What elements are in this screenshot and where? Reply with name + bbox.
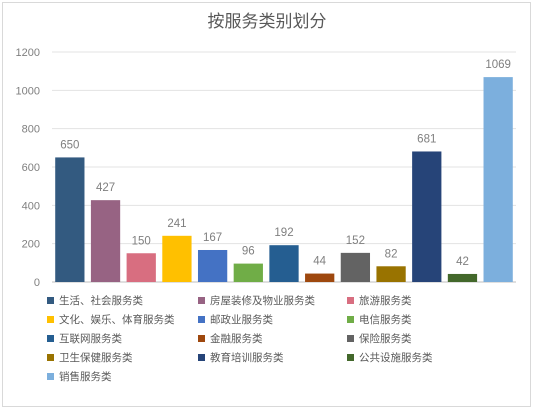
bar — [412, 151, 442, 282]
legend-item: 卫生保健服务类 — [47, 351, 133, 364]
legend-label: 邮政业服务类 — [210, 313, 273, 326]
legend-item: 文化、娱乐、体育服务类 — [47, 313, 175, 326]
bar — [197, 249, 228, 282]
legend-swatch — [347, 316, 354, 323]
legend-item: 金融服务类 — [198, 332, 263, 345]
bar — [376, 266, 406, 282]
legend-label: 保险服务类 — [359, 332, 412, 345]
legend-swatch — [347, 297, 354, 304]
legend-item: 房屋装修及物业服务类 — [198, 294, 315, 307]
legend-item: 公共设施服务类 — [347, 351, 433, 364]
y-tick-label: 400 — [22, 200, 40, 212]
legend-label: 卫生保健服务类 — [59, 351, 133, 364]
legend-label: 销售服务类 — [59, 370, 112, 383]
y-tick-label: 1200 — [16, 47, 40, 59]
legend-label: 教育培训服务类 — [210, 351, 284, 364]
data-label: 44 — [313, 256, 326, 268]
legend-swatch — [198, 354, 205, 361]
data-label: 241 — [167, 218, 186, 230]
legend-swatch — [47, 354, 54, 361]
data-label: 152 — [346, 235, 365, 247]
legend-swatch — [198, 335, 205, 342]
data-label: 96 — [242, 246, 255, 258]
data-label: 192 — [274, 227, 293, 239]
y-tick-label: 600 — [22, 162, 40, 174]
legend-item: 互联网服务类 — [47, 332, 122, 345]
bar — [447, 273, 478, 282]
legend-label: 公共设施服务类 — [359, 351, 433, 364]
data-label: 427 — [96, 182, 115, 194]
chart-title: 按服务类别划分 — [208, 12, 327, 32]
legend-swatch — [198, 316, 205, 323]
legend-item: 保险服务类 — [347, 332, 412, 345]
legend-swatch — [47, 373, 54, 380]
legend-item: 电信服务类 — [347, 313, 412, 326]
data-label: 150 — [132, 235, 151, 247]
legend-item: 教育培训服务类 — [198, 351, 284, 364]
data-label: 167 — [203, 232, 222, 244]
legend-swatch — [47, 335, 54, 342]
legend-label: 旅游服务类 — [359, 294, 412, 307]
y-tick-label: 800 — [22, 124, 40, 136]
legend-swatch — [47, 297, 54, 304]
bar — [305, 273, 335, 282]
bar — [340, 252, 371, 282]
data-label: 42 — [456, 256, 469, 268]
legend-label: 文化、娱乐、体育服务类 — [59, 313, 175, 326]
legend-label: 金融服务类 — [210, 332, 263, 345]
data-label: 82 — [385, 248, 398, 260]
legend-swatch — [347, 335, 354, 342]
bars — [55, 77, 513, 282]
legend-item: 销售服务类 — [47, 370, 112, 383]
y-tick-label: 1000 — [16, 85, 40, 97]
data-label: 681 — [417, 133, 436, 145]
legend-label: 电信服务类 — [359, 313, 412, 326]
data-label: 650 — [60, 139, 79, 151]
bar — [126, 253, 156, 282]
data-label: 1069 — [485, 59, 511, 71]
legend-swatch — [47, 316, 54, 323]
bar — [162, 235, 192, 282]
legend-item: 旅游服务类 — [347, 294, 412, 307]
y-axis-ticks: 0 200 400 600 800 1000 1200 — [16, 47, 40, 289]
legend-swatch — [347, 354, 354, 361]
data-labels: 650 427 150 241 167 96 192 44 152 82 681 42 1069 — [60, 59, 511, 268]
legend-item: 邮政业服务类 — [198, 313, 273, 326]
legend-label: 互联网服务类 — [59, 332, 122, 345]
legend-label: 生活、社会服务类 — [59, 294, 143, 307]
chart-frame — [2, 2, 531, 407]
bar — [55, 157, 85, 282]
legend-label: 房屋装修及物业服务类 — [210, 294, 315, 307]
bar — [483, 77, 513, 282]
y-tick-label: 200 — [22, 239, 40, 251]
legend-swatch — [198, 297, 205, 304]
y-tick-label: 0 — [34, 277, 40, 289]
bar — [269, 245, 299, 282]
legend-item: 生活、社会服务类 — [47, 294, 143, 307]
bar — [90, 200, 121, 282]
bar — [233, 263, 263, 282]
